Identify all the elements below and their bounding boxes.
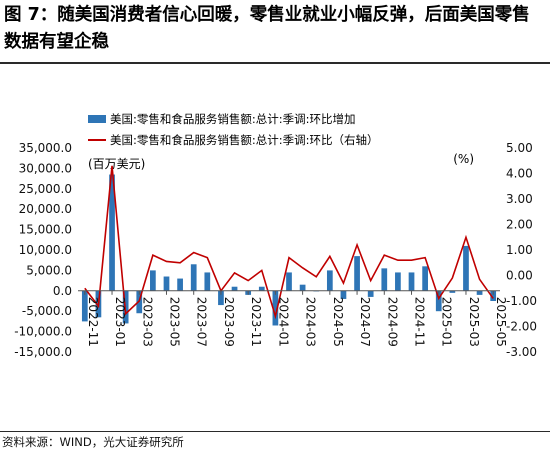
left-tick-label: 5,000.0 [26, 263, 72, 277]
left-tick-label: 15,000.0 [19, 223, 72, 237]
bar-mark [81, 290, 88, 322]
bar-mark [231, 286, 238, 291]
x-tick-label: 2023-01 [113, 297, 127, 347]
left-axis-ticks: 35,000.0 30,000.0 25,000.0 20,000.0 15,000.0… [14, 141, 72, 359]
source-note: 资料来源：WIND，光大证券研究所 [2, 435, 184, 449]
right-tick-label: -2.00 [506, 320, 537, 334]
right-axis-ticks: 5.00 4.00 3.00 2.00 1.00 0.00 -1.00 -2.00 -3.00 [506, 141, 537, 359]
legend-line-label: 美国:零售和食品服务销售额:总计:季调:环比（右轴） [110, 133, 379, 147]
x-tick-label: 2024-03 [304, 297, 318, 347]
right-axis-unit: (%) [453, 152, 474, 166]
right-tick-label: -3.00 [506, 345, 537, 359]
page-title: 图 7：随美国消费者信心回暖，零售业就业小幅反弹，后面美国零售数据有望企稳 [4, 5, 530, 52]
right-tick-label: 1.00 [506, 243, 533, 257]
bar-mark [286, 272, 292, 291]
bar-mark [272, 290, 279, 326]
x-tick-label: 2023-05 [167, 297, 181, 347]
left-tick-label: -5,000.0 [22, 304, 72, 318]
title-divider [0, 62, 550, 64]
x-tick-label: 2025-05 [494, 297, 508, 347]
bar-mark [490, 290, 497, 301]
bar-mark [204, 272, 211, 291]
right-tick-label: 0.00 [506, 269, 533, 283]
bar-mark [177, 278, 183, 291]
right-tick-label: 5.00 [506, 141, 533, 155]
bar-mark [395, 272, 401, 291]
x-tick-label: 2023-11 [249, 297, 263, 347]
bar-mark [463, 245, 469, 291]
x-tick-label: 2023-09 [222, 297, 236, 347]
bar-mark [449, 290, 456, 293]
left-tick-label: 0.0 [53, 284, 72, 298]
bar-mark [150, 270, 156, 291]
left-tick-label: 30,000.0 [19, 161, 72, 175]
bar-mark [354, 256, 360, 291]
bar-mark [422, 266, 428, 291]
x-tick-label: 2025-01 [440, 297, 454, 347]
line-series [84, 165, 494, 320]
legend-bar-swatch [88, 115, 106, 123]
left-tick-label: -15,000.0 [14, 345, 72, 359]
legend: 美国:零售和食品服务销售额:总计:季调:环比增加 美国:零售和食品服务销售额:总… [88, 112, 379, 147]
right-tick-label: 4.00 [506, 167, 533, 181]
x-tick-label: 2024-05 [331, 297, 345, 347]
bar-mark [367, 290, 374, 297]
left-tick-label: 20,000.0 [19, 202, 72, 216]
bar-mark [476, 290, 483, 295]
bar-mark [326, 270, 333, 291]
left-axis-unit: (百万美元) [88, 157, 145, 171]
x-tick-label: 2024-11 [413, 297, 427, 347]
x-tick-label: 2024-09 [385, 297, 399, 347]
right-tick-label: -1.00 [506, 294, 537, 308]
x-tick-label: 2024-07 [358, 297, 372, 347]
bar-mark [340, 290, 347, 299]
x-tick-label: 2025-03 [467, 297, 481, 347]
bar-mark [218, 290, 224, 306]
bar-mark [190, 264, 197, 291]
x-tick-label: 2022-11 [86, 297, 100, 347]
bar-mark [163, 276, 170, 291]
x-tick-label: 2023-07 [195, 297, 209, 347]
bar-mark [299, 284, 306, 291]
left-tick-label: 35,000.0 [19, 141, 72, 155]
left-tick-label: 10,000.0 [19, 243, 72, 257]
bar-mark [381, 268, 388, 291]
legend-bar-label: 美国:零售和食品服务销售额:总计:季调:环比增加 [110, 112, 356, 126]
x-tick-label: 2024-01 [276, 297, 290, 347]
right-tick-label: 2.00 [506, 218, 533, 232]
x-tick-label: 2023-03 [140, 297, 154, 347]
bar-mark [408, 272, 415, 291]
bar-mark [435, 290, 442, 312]
right-tick-label: 3.00 [506, 192, 533, 206]
bar-mark [109, 174, 115, 291]
left-tick-label: 25,000.0 [19, 182, 72, 196]
bar-mark [258, 286, 265, 291]
left-tick-label: -10,000.0 [14, 325, 72, 339]
source-divider [0, 431, 550, 432]
chart: 美国:零售和食品服务销售额:总计:季调:环比增加 美国:零售和食品服务销售额:总… [14, 112, 537, 359]
x-axis-ticks: 2022-11 2023-01 2023-03 2023-05 2023-07 2023-… [84, 290, 508, 347]
